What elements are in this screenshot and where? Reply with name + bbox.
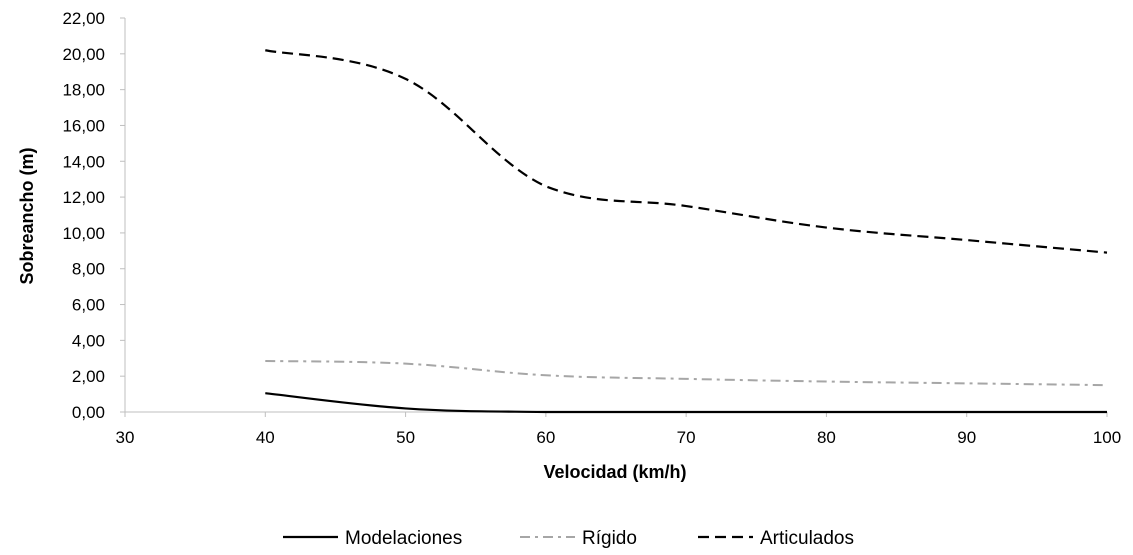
legend: Modelaciones Rígido Articulados [283,528,854,549]
x-tick-label: 60 [536,428,555,447]
x-axis-title: Velocidad (km/h) [543,462,686,482]
y-tick-label: 16,00 [62,116,105,135]
legend-label: Modelaciones [345,528,462,549]
legend-label: Articulados [760,528,854,549]
x-axis-ticks: 30 40 50 60 70 80 90 100 [116,412,1121,447]
x-tick-label: 40 [256,428,275,447]
x-tick-label: 90 [957,428,976,447]
x-tick-label: 30 [116,428,135,447]
series-lines [265,49,1108,414]
y-tick-label: 2,00 [72,367,105,386]
y-tick-label: 12,00 [62,188,105,207]
x-tick-label: 50 [396,428,415,447]
x-tick-label: 80 [817,428,836,447]
y-tick-label: 4,00 [72,331,105,350]
y-axis-ticks: 0,00 2,00 4,00 6,00 8,00 10,00 12,00 14,00 16,00… [62,9,125,422]
series-line-rigido [265,359,1108,387]
y-tick-label: 0,00 [72,403,105,422]
y-tick-label: 14,00 [62,152,105,171]
y-tick-label: 8,00 [72,260,105,279]
series-line-modelaciones [265,392,1107,414]
y-tick-label: 6,00 [72,296,105,315]
x-tick-label: 70 [677,428,696,447]
y-tick-label: 10,00 [62,224,105,243]
series-line-articulados [265,49,1108,254]
y-tick-label: 18,00 [62,81,105,100]
legend-label: Rígido [582,528,637,549]
y-axis-title: Sobreancho (m) [17,147,37,284]
y-tick-label: 20,00 [62,45,105,64]
y-tick-label: 22,00 [62,9,105,28]
x-tick-label: 100 [1093,428,1121,447]
